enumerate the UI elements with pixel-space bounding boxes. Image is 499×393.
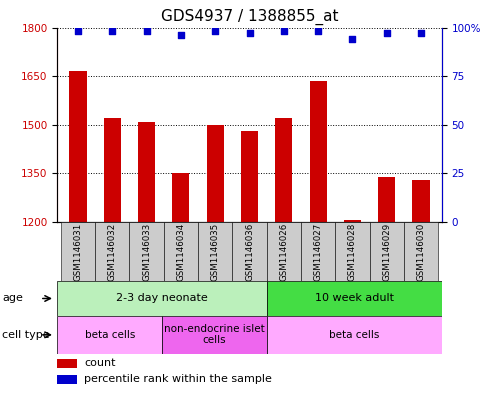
Bar [267, 281, 442, 316]
Bar [57, 375, 77, 384]
Text: non-endocrine islet
cells: non-endocrine islet cells [164, 325, 265, 345]
Bar [267, 316, 442, 354]
Bar [241, 131, 258, 393]
Point [383, 30, 391, 37]
Bar [198, 222, 233, 281]
Bar [162, 316, 267, 354]
Text: age: age [2, 294, 23, 303]
Bar [57, 359, 77, 368]
Text: GSM1146032: GSM1146032 [108, 222, 117, 281]
Text: beta cells: beta cells [329, 330, 379, 340]
Text: 10 week adult: 10 week adult [315, 294, 394, 303]
Text: cell type: cell type [2, 330, 50, 340]
Text: GSM1146034: GSM1146034 [176, 222, 186, 281]
Text: beta cells: beta cells [85, 330, 135, 340]
Bar [344, 220, 361, 393]
Bar [207, 125, 224, 393]
Point [74, 28, 82, 35]
Bar [275, 118, 292, 393]
Bar [233, 222, 266, 281]
Text: GSM1146026: GSM1146026 [279, 222, 288, 281]
Text: GSM1146030: GSM1146030 [417, 222, 426, 281]
Text: GSM1146029: GSM1146029 [382, 222, 391, 281]
Bar [370, 222, 404, 281]
Point [211, 28, 219, 35]
Bar [172, 173, 190, 393]
Text: 2-3 day neonate: 2-3 day neonate [116, 294, 208, 303]
Text: GSM1146027: GSM1146027 [313, 222, 323, 281]
Bar [309, 81, 327, 393]
Text: GSM1146035: GSM1146035 [211, 222, 220, 281]
Bar [404, 222, 438, 281]
Point [177, 32, 185, 39]
Bar [104, 118, 121, 393]
Bar [378, 176, 395, 393]
Text: GSM1146028: GSM1146028 [348, 222, 357, 281]
Point [314, 28, 322, 35]
Point [417, 30, 425, 37]
Bar [95, 222, 129, 281]
Point [280, 28, 288, 35]
Bar [335, 222, 370, 281]
Bar [164, 222, 198, 281]
Point [348, 36, 356, 42]
Bar [301, 222, 335, 281]
Text: GSM1146036: GSM1146036 [245, 222, 254, 281]
Bar [61, 222, 95, 281]
Text: percentile rank within the sample: percentile rank within the sample [84, 375, 272, 384]
Text: count: count [84, 358, 116, 368]
Point [143, 28, 151, 35]
Text: GSM1146033: GSM1146033 [142, 222, 151, 281]
Point [246, 30, 253, 37]
Point [108, 28, 116, 35]
Bar [57, 316, 162, 354]
Bar [413, 180, 430, 393]
Text: GSM1146031: GSM1146031 [73, 222, 82, 281]
Bar [69, 71, 86, 393]
Bar [57, 281, 267, 316]
Bar [266, 222, 301, 281]
Bar [138, 121, 155, 393]
Bar [129, 222, 164, 281]
Title: GDS4937 / 1388855_at: GDS4937 / 1388855_at [161, 9, 338, 25]
